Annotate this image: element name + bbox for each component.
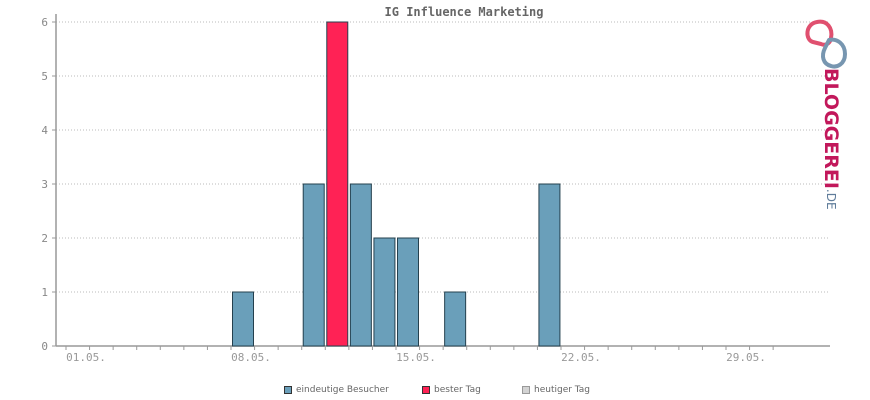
logo-suffix-text: .DE (824, 188, 838, 210)
legend-label-bester-tag: bester Tag (434, 385, 481, 395)
bar-besucher-day-14 (373, 237, 396, 347)
bar-bester-tag-day-12 (326, 21, 349, 347)
bars (232, 21, 561, 347)
legend-label-heutiger-tag: heutiger Tag (534, 385, 591, 395)
x-tick-label-1: 08.05. (231, 351, 271, 364)
logo-icon (805, 19, 847, 69)
grid-lines (56, 21, 830, 293)
x-tick-label-0: 01.05. (66, 351, 106, 364)
bar-besucher-day-11 (302, 183, 325, 347)
logo-wordmark: BLOGGEREI.DE (820, 68, 842, 228)
legend-item-besucher: eindeutige Besucher (284, 385, 389, 395)
y-tick-label-5: 5 (41, 70, 48, 83)
legend-swatch-heutiger-tag (522, 386, 530, 394)
x-tick-label-2: 15.05. (396, 351, 436, 364)
x-axis: 01.05. 08.05. 15.05. 22.05. 29.05. (56, 345, 830, 364)
bar-besucher-day-8 (232, 291, 254, 347)
legend: eindeutige Besucher bester Tag heutiger … (0, 385, 870, 399)
y-tick-label-1: 1 (41, 286, 48, 299)
legend-swatch-bester-tag (422, 386, 430, 394)
y-tick-label-0: 0 (41, 340, 48, 353)
y-tick-label-4: 4 (41, 124, 48, 137)
y-tick-label-3: 3 (41, 178, 48, 191)
y-axis: 0 1 2 3 4 5 6 (41, 14, 57, 353)
legend-label-besucher: eindeutige Besucher (296, 385, 389, 395)
logo-main-text: BLOGGEREI (820, 68, 842, 189)
x-tick-label-4: 29.05. (726, 351, 766, 364)
chart-title: IG Influence Marketing (385, 5, 544, 19)
x-tick-label-3: 22.05. (561, 351, 601, 364)
bar-besucher-day-13 (349, 183, 372, 347)
bar-besucher-day-15 (397, 237, 419, 347)
y-tick-label-6: 6 (41, 16, 48, 29)
bar-besucher-day-17 (444, 291, 467, 347)
bloggerei-logo: BLOGGEREI.DE (803, 18, 865, 218)
legend-swatch-besucher (284, 386, 292, 394)
y-tick-label-2: 2 (41, 232, 48, 245)
legend-item-bester-tag: bester Tag (422, 385, 481, 395)
legend-item-heutiger-tag: heutiger Tag (522, 385, 590, 395)
bar-besucher-day-21 (538, 183, 561, 347)
